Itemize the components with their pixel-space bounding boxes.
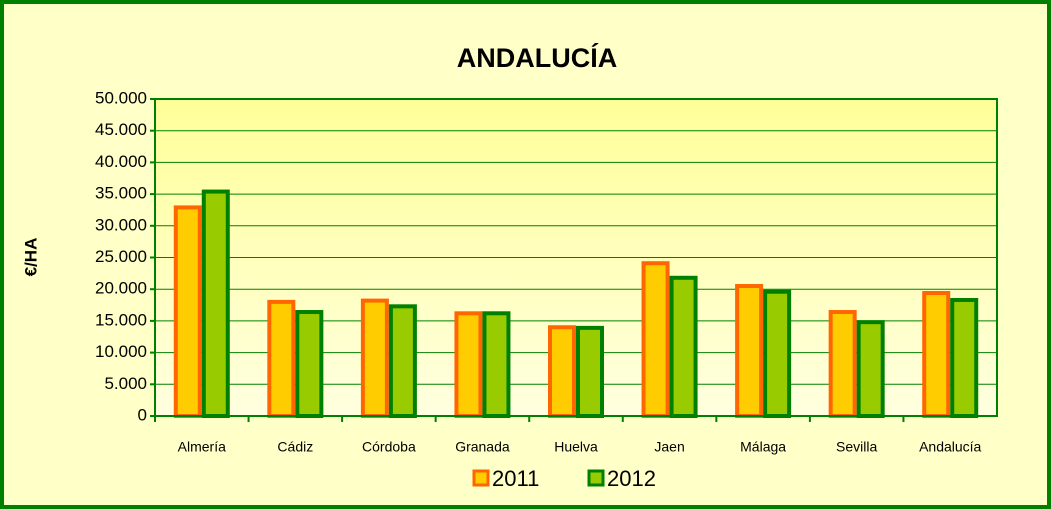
x-tick-label: Málaga (740, 439, 786, 455)
bar (267, 299, 296, 419)
x-tick-label: Andalucía (919, 439, 981, 455)
bar (828, 310, 857, 418)
y-tick-label: 25.000 (95, 247, 147, 266)
bar (576, 325, 604, 418)
legend-label: 2011 (492, 466, 539, 491)
y-tick-label: 5.000 (104, 374, 147, 393)
y-tick-label: 30.000 (95, 215, 147, 234)
bar (922, 291, 951, 418)
y-tick-label: 0 (138, 405, 147, 424)
y-tick-label: 45.000 (95, 120, 147, 139)
bar (360, 298, 389, 418)
legend-swatch (472, 469, 490, 487)
bar (641, 261, 670, 418)
bar (454, 311, 483, 418)
legend-label: 2012 (607, 466, 656, 491)
bar (856, 320, 885, 418)
y-axis-label: €/HA (21, 238, 40, 277)
bar (950, 297, 979, 418)
y-tick-label: 10.000 (95, 342, 147, 361)
x-tick-label: Granada (455, 439, 510, 455)
y-tick-label: 35.000 (95, 184, 147, 203)
bar (388, 304, 417, 418)
bar (735, 284, 764, 418)
bar (295, 310, 324, 418)
legend-swatch (587, 469, 605, 487)
chart-title: ANDALUCÍA (457, 42, 617, 73)
x-tick-label: Sevilla (836, 439, 877, 455)
y-tick-label: 15.000 (95, 310, 147, 329)
bar (669, 275, 698, 418)
y-tick-label: 40.000 (95, 152, 147, 171)
x-tick-label: Almería (178, 439, 226, 455)
x-tick-label: Córdoba (362, 439, 416, 455)
bar (201, 189, 230, 418)
x-tick-label: Cádiz (277, 439, 313, 455)
bar (482, 311, 511, 418)
bar (763, 289, 792, 418)
x-tick-label: Jaen (654, 439, 684, 455)
bar (173, 205, 202, 418)
y-tick-label: 20.000 (95, 279, 147, 298)
y-tick-label: 50.000 (95, 88, 147, 107)
x-tick-label: Huelva (554, 439, 598, 455)
bar (548, 325, 576, 418)
